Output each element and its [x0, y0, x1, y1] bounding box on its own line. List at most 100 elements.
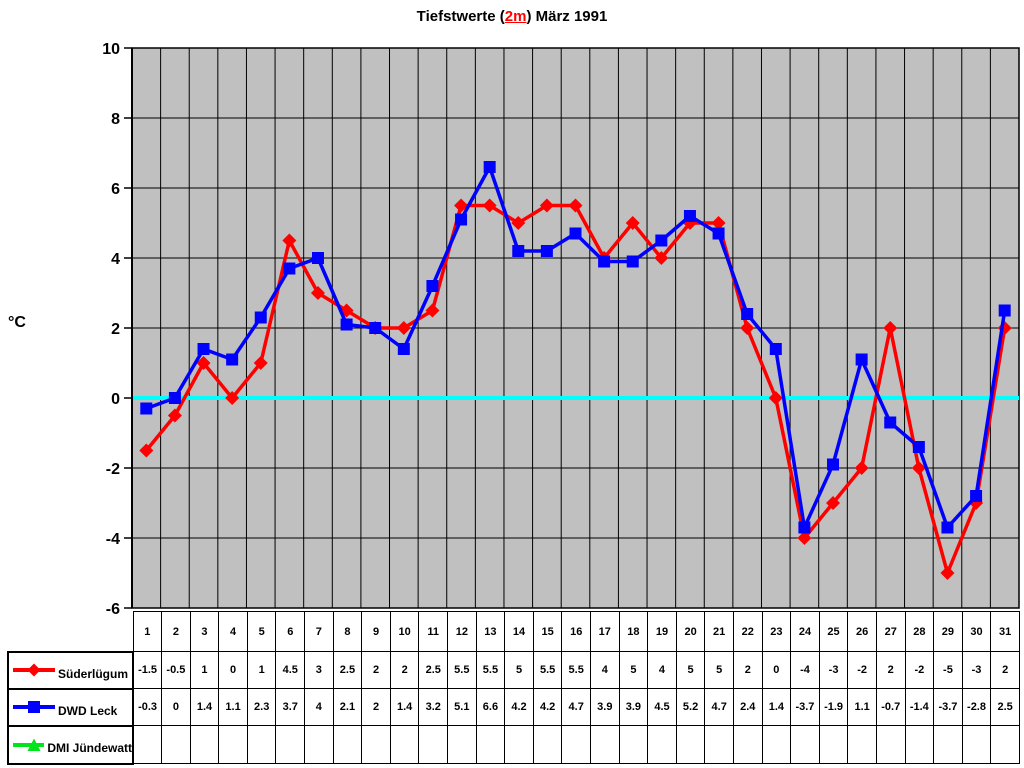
value-cell	[904, 725, 935, 764]
day-header-cell: 30	[961, 611, 992, 652]
value-cell	[818, 725, 849, 764]
day-header-cell: 12	[447, 611, 477, 652]
day-header-cell: 7	[304, 611, 334, 652]
day-header-cell: 29	[933, 611, 963, 652]
value-cell	[132, 725, 163, 764]
square-marker-icon	[140, 402, 153, 415]
value-cell: 2	[732, 651, 763, 689]
value-cell: 1	[246, 651, 277, 689]
value-cell: 4.2	[504, 688, 534, 726]
day-header-cell: 19	[647, 611, 677, 652]
value-cell: 2	[875, 651, 906, 689]
y-axis-title: °C	[8, 314, 26, 331]
day-header-cell: 1	[132, 611, 163, 652]
day-header-cell: 13	[475, 611, 506, 652]
value-cell: 5.5	[561, 651, 591, 689]
square-marker-icon	[626, 255, 639, 268]
square-marker-icon	[855, 353, 868, 366]
value-cell: 5.2	[675, 688, 706, 726]
square-marker-icon	[970, 490, 983, 502]
value-cell: 5	[704, 651, 734, 689]
square-marker-icon	[311, 252, 324, 264]
value-cell	[218, 725, 248, 764]
value-cell: -2	[904, 651, 935, 689]
value-cell: -3	[961, 651, 992, 689]
value-cell: 5.1	[447, 688, 477, 726]
square-marker-icon	[769, 343, 782, 355]
value-cell: 3.2	[418, 688, 449, 726]
chart-title-suffix: ) März 1991	[526, 8, 608, 25]
square-marker-icon	[369, 322, 382, 334]
value-cell: 3.9	[618, 688, 649, 726]
square-marker-icon	[941, 521, 954, 534]
day-header-cell: 31	[990, 611, 1020, 652]
value-cell: 1.1	[218, 688, 248, 726]
value-cell: 3	[304, 651, 334, 689]
value-cell	[475, 725, 506, 764]
diamond-marker-icon	[711, 216, 726, 230]
square-marker-icon	[569, 227, 582, 240]
value-cell	[447, 725, 477, 764]
value-cell	[561, 725, 591, 764]
square-marker-icon	[483, 161, 496, 173]
value-cell	[933, 725, 963, 764]
value-cell	[504, 725, 534, 764]
value-cell: 5	[504, 651, 534, 689]
day-header-cell: 27	[875, 611, 906, 652]
value-cell: -0.5	[161, 651, 191, 689]
value-cell: 5.5	[532, 651, 563, 689]
triangle-legend-icon	[13, 738, 45, 751]
y-axis-tick-label: 10	[102, 41, 120, 58]
square-marker-icon	[168, 392, 181, 404]
day-header-cell: 11	[418, 611, 449, 652]
value-cell	[704, 725, 734, 764]
value-cell: 1.1	[847, 688, 877, 726]
value-cell: 2.5	[418, 651, 449, 689]
square-marker-icon	[540, 245, 553, 257]
diamond-marker-icon	[253, 356, 268, 370]
diamond-marker-icon	[568, 198, 583, 213]
y-axis-tick-label: -2	[106, 461, 120, 478]
value-cell: 2.4	[732, 688, 763, 726]
value-cell: -1.9	[818, 688, 849, 726]
value-cell: -4	[790, 651, 820, 689]
value-cell: 4.7	[704, 688, 734, 726]
day-header-cell: 26	[847, 611, 877, 652]
legend-item: DWD Leck	[7, 687, 134, 727]
diamond-marker-icon	[797, 531, 812, 545]
value-cell	[332, 725, 363, 764]
y-axis-tick-label: 6	[111, 181, 120, 198]
y-axis-tick-label: 0	[111, 391, 120, 408]
value-cell	[961, 725, 992, 764]
value-cell	[990, 725, 1020, 764]
legend-item: DMI Jündewatt	[7, 724, 134, 765]
value-cell	[246, 725, 277, 764]
chart-title-prefix: Tiefstwerte (	[416, 8, 505, 25]
value-cell: 5.5	[475, 651, 506, 689]
value-cell	[161, 725, 191, 764]
day-header-cell: 17	[590, 611, 620, 652]
value-cell: 0	[761, 651, 792, 689]
square-marker-icon	[912, 441, 925, 453]
square-marker-icon	[426, 280, 439, 292]
value-cell	[618, 725, 649, 764]
day-header-cell: 10	[389, 611, 420, 652]
value-cell: 2	[389, 651, 420, 689]
legend-label: DWD Leck	[58, 703, 118, 718]
square-marker-icon	[998, 304, 1011, 317]
square-marker-icon	[741, 308, 754, 320]
value-cell: -3.7	[790, 688, 820, 726]
value-cell: 2	[990, 651, 1020, 689]
diamond-marker-icon	[511, 216, 526, 230]
square-marker-icon	[655, 234, 668, 247]
value-cell: 2	[361, 688, 391, 726]
value-cell: 4	[304, 688, 334, 726]
value-cell	[418, 725, 449, 764]
legend-label: DMI Jündewatt	[47, 741, 132, 755]
square-marker-icon	[397, 343, 410, 355]
diamond-marker-icon	[225, 391, 240, 405]
day-header-cell: 25	[818, 611, 849, 652]
diamond-marker-icon	[454, 198, 469, 213]
value-cell	[275, 725, 306, 764]
